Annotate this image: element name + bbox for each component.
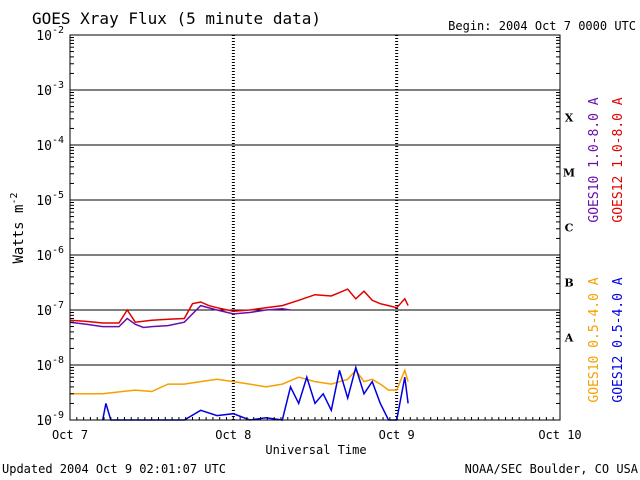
x-tick-label: Oct 10	[538, 428, 581, 442]
y-tick-label: 10-9	[36, 410, 64, 429]
x-tick-label: Oct 9	[379, 428, 415, 442]
x-tick-label: Oct 8	[215, 428, 251, 442]
y-tick-label: 10-5	[36, 190, 64, 209]
series-line-1	[69, 288, 409, 324]
flare-class-label: X	[565, 112, 574, 125]
y-tick-label: 10-2	[36, 25, 64, 44]
flare-class-label: B	[564, 277, 573, 290]
legend-entry: GOES12 1.0-8.0 A	[611, 97, 626, 222]
y-tick-label: 10-8	[36, 355, 64, 374]
updated-timestamp: Updated 2004 Oct 9 02:01:07 UTC	[2, 462, 226, 476]
x-axis-label: Universal Time	[265, 443, 366, 457]
series-line-2	[70, 368, 409, 395]
credit-label: NOAA/SEC Boulder, CO USA	[465, 462, 639, 476]
series-line-0	[69, 304, 291, 329]
flare-class-label: M	[563, 167, 575, 180]
y-tick-label: 10-4	[36, 135, 64, 154]
chart-title: GOES Xray Flux (5 minute data)	[32, 9, 321, 28]
flare-class-label: C	[565, 222, 574, 235]
y-tick-label: 10-7	[36, 300, 64, 319]
y-tick-label: 10-6	[36, 245, 64, 264]
begin-label: Begin: 2004 Oct 7 0000 UTC	[448, 19, 636, 33]
y-tick-label: 10-3	[36, 80, 64, 99]
legend-entry: GOES10 1.0-8.0 A	[587, 97, 602, 222]
y-axis-label: Watts m-2	[9, 192, 27, 263]
x-tick-label: Oct 7	[52, 428, 88, 442]
plot-frame	[69, 34, 561, 421]
legend-entry: GOES12 0.5-4.0 A	[611, 277, 626, 402]
flare-class-label: A	[564, 332, 574, 345]
legend-entry: GOES10 0.5-4.0 A	[587, 277, 602, 402]
series-line-3	[101, 364, 409, 421]
